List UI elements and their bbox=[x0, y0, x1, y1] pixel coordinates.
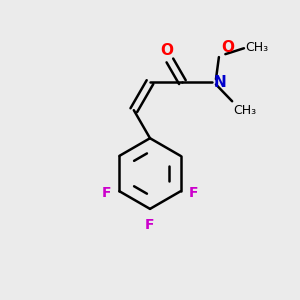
Text: CH₃: CH₃ bbox=[234, 103, 257, 117]
Text: O: O bbox=[160, 43, 173, 58]
Text: F: F bbox=[189, 186, 198, 200]
Text: CH₃: CH₃ bbox=[245, 41, 268, 54]
Text: N: N bbox=[214, 75, 226, 90]
Text: O: O bbox=[221, 40, 234, 55]
Text: F: F bbox=[102, 186, 111, 200]
Text: F: F bbox=[145, 218, 155, 232]
